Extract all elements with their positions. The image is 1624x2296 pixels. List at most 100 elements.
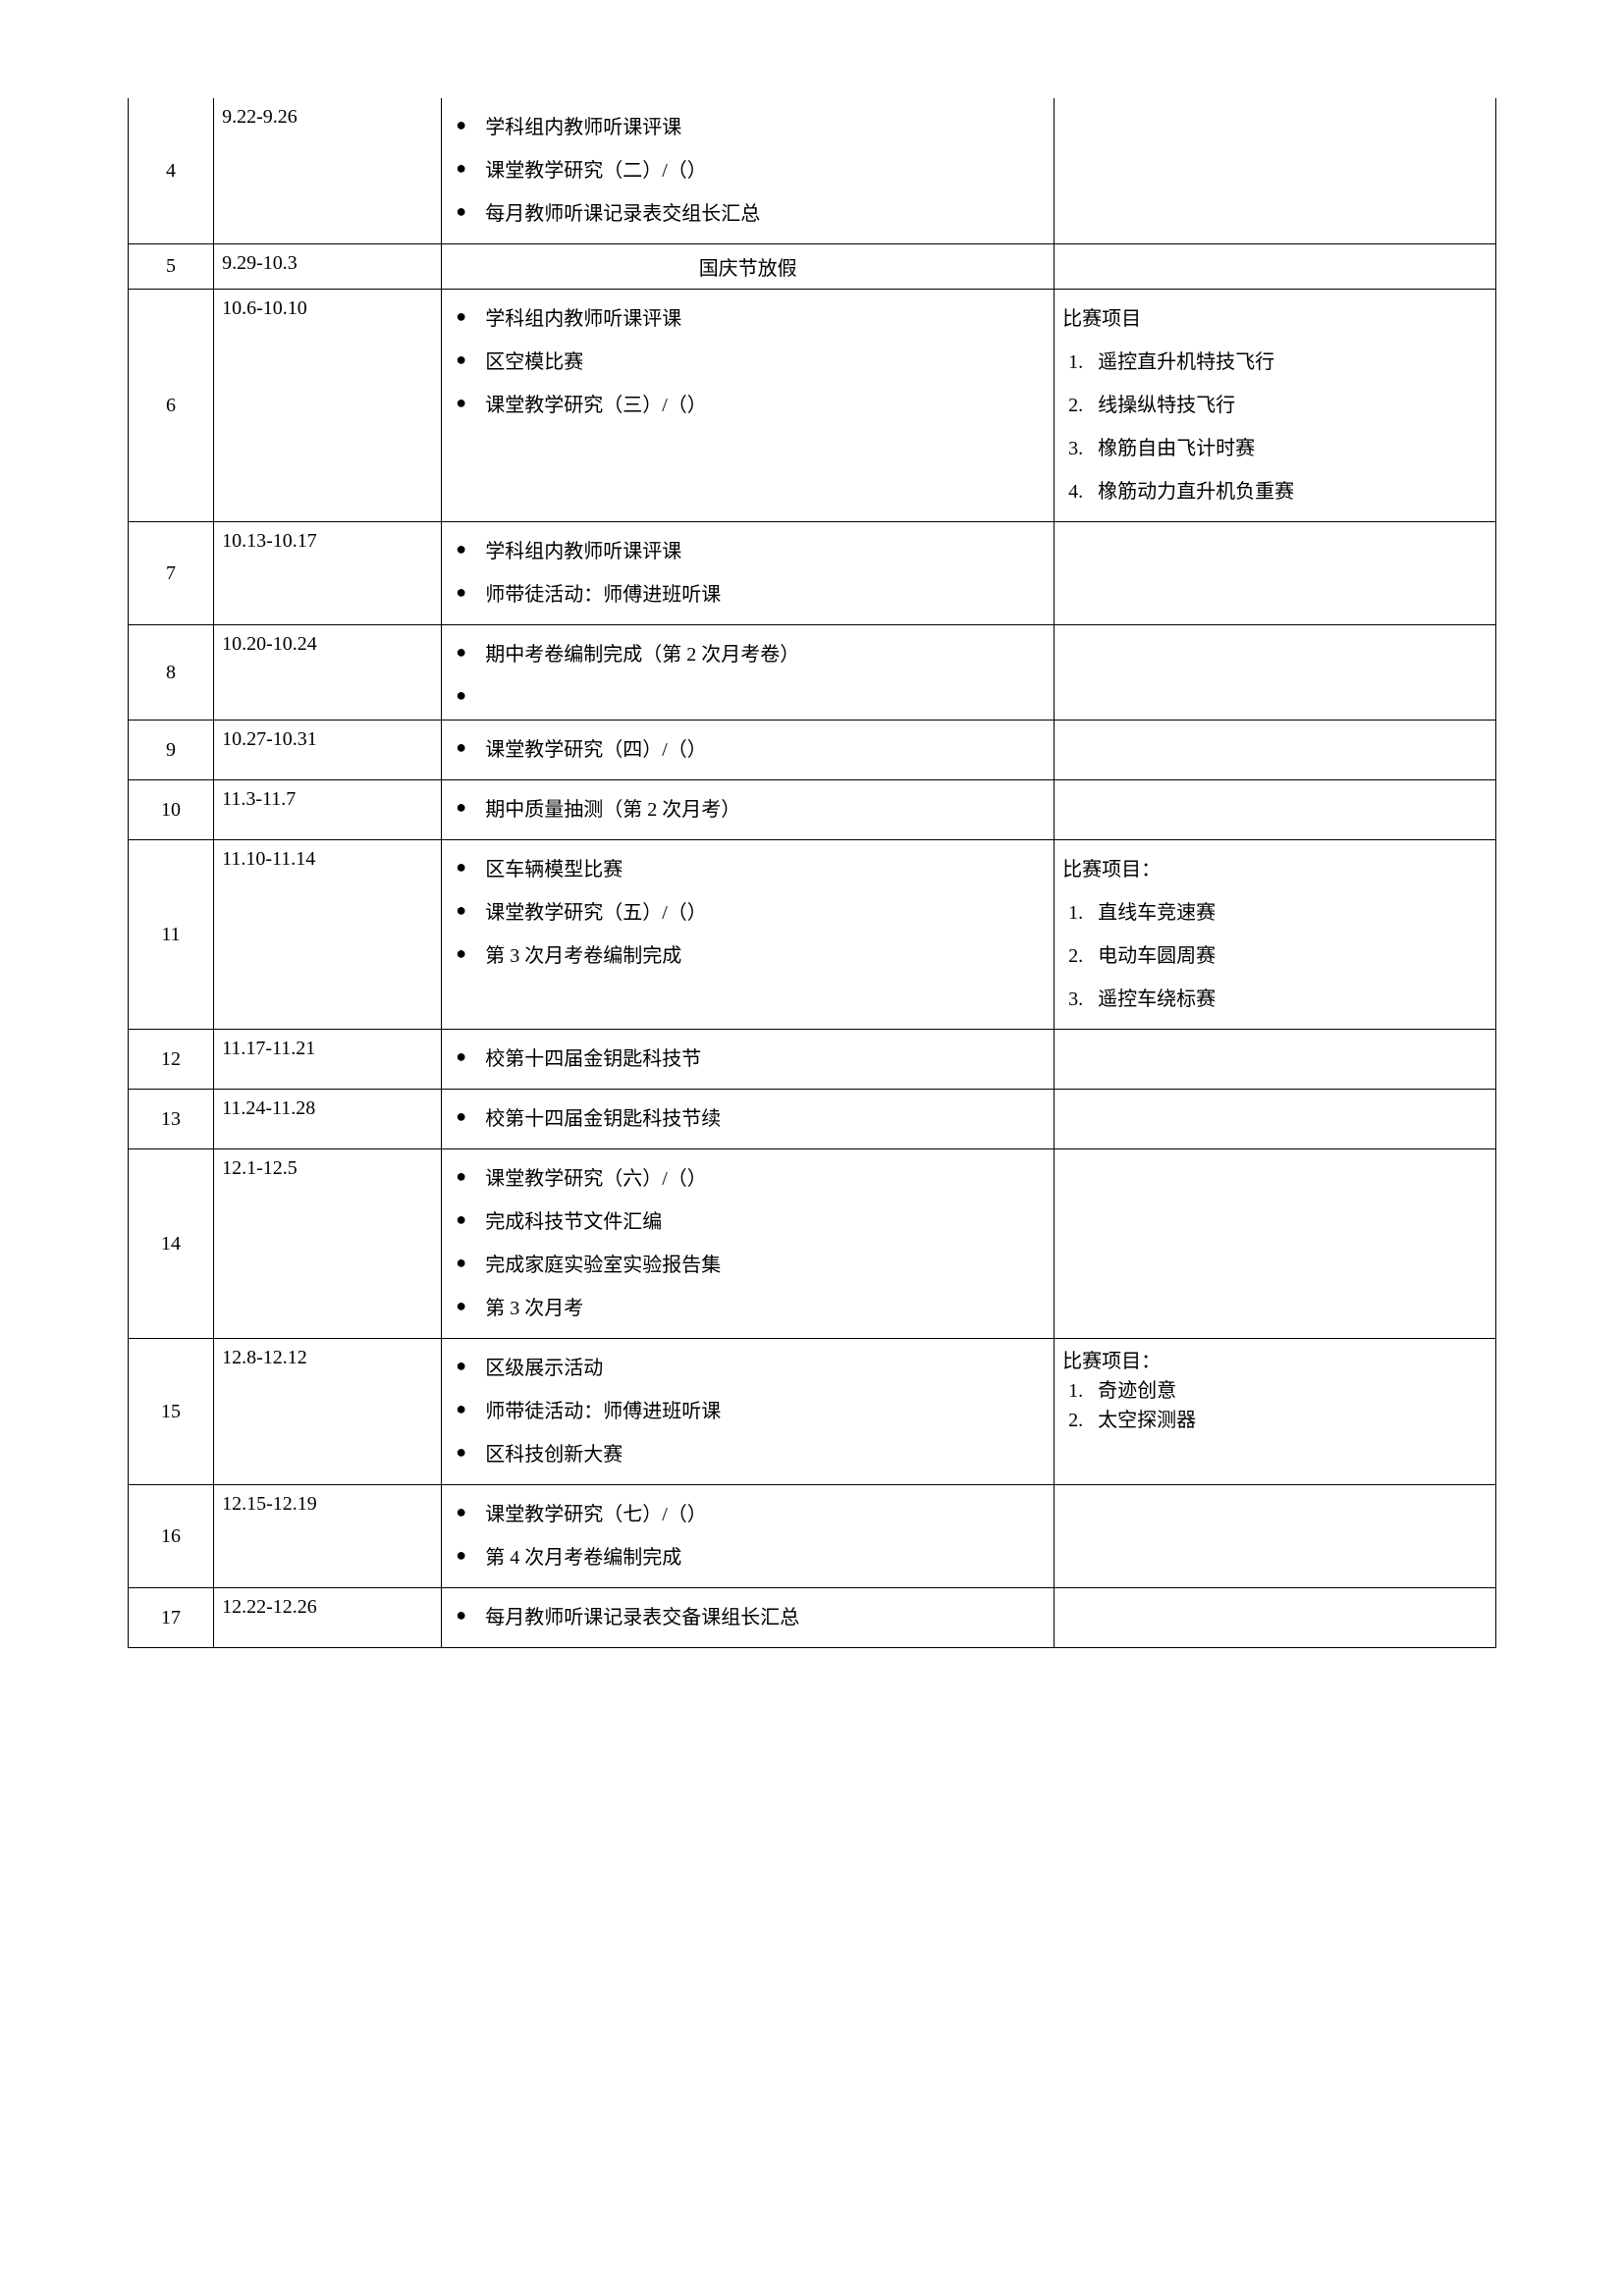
week-cell: 11 <box>129 840 214 1030</box>
activity-list: 期中质量抽测（第 2 次月考） <box>450 788 1046 831</box>
date-text: 12.8-12.12 <box>222 1347 307 1368</box>
activity-item: 学科组内教师听课评课 <box>454 106 1046 149</box>
activity-item: 完成科技节文件汇编 <box>454 1201 1046 1244</box>
notes-heading: 比赛项目： <box>1062 848 1488 891</box>
week-cell: 15 <box>129 1339 214 1485</box>
table-row: 4 9.22-9.26 学科组内教师听课评课课堂教学研究（二）/（）每月教师听课记录… <box>129 98 1496 244</box>
notes-cell <box>1055 1588 1496 1648</box>
activity-list: 学科组内教师听课评课师带徒活动：师傅进班听课 <box>450 530 1046 616</box>
date-cell: 10.20-10.24 <box>214 625 442 721</box>
activity-cell: 区车辆模型比赛课堂教学研究（五）/（）第 3 次月考卷编制完成 <box>442 840 1055 1030</box>
table-row: 1111.10-11.14区车辆模型比赛课堂教学研究（五）/（）第 3 次月考卷… <box>129 840 1496 1030</box>
activity-item: 每月教师听课记录表交组长汇总 <box>454 192 1046 236</box>
activity-cell: 学科组内教师听课评课课堂教学研究（二）/（）每月教师听课记录表交组长汇总 <box>442 98 1055 244</box>
activity-list: 每月教师听课记录表交备课组长汇总 <box>450 1596 1046 1639</box>
activity-item: 课堂教学研究（二）/（） <box>454 149 1046 192</box>
activity-cell: 国庆节放假 <box>442 244 1055 290</box>
activity-list: 课堂教学研究（七）/（）第 4 次月考卷编制完成 <box>450 1493 1046 1579</box>
notes-item: 电动车圆周赛 <box>1066 934 1488 978</box>
date-text: 9.29-10.3 <box>222 252 298 274</box>
week-cell: 17 <box>129 1588 214 1648</box>
activity-item: 课堂教学研究（六）/（） <box>454 1157 1046 1201</box>
activity-item: 课堂教学研究（七）/（） <box>454 1493 1046 1536</box>
table-row: 1211.17-11.21 校第十四届金钥匙科技节 <box>129 1030 1496 1090</box>
date-text: 11.3-11.7 <box>222 788 296 810</box>
activity-cell: 校第十四届金钥匙科技节 <box>442 1030 1055 1090</box>
notes-heading: 比赛项目： <box>1062 1347 1488 1376</box>
notes-cell <box>1055 721 1496 780</box>
activity-cell: 每月教师听课记录表交备课组长汇总 <box>442 1588 1055 1648</box>
activity-item: 区空模比赛 <box>454 341 1046 384</box>
notes-cell <box>1055 1485 1496 1588</box>
activity-item: 校第十四届金钥匙科技节续 <box>454 1097 1046 1141</box>
activity-list: 学科组内教师听课评课课堂教学研究（二）/（）每月教师听课记录表交组长汇总 <box>450 106 1046 236</box>
notes-heading: 比赛项目 <box>1062 297 1488 341</box>
activity-item: 学科组内教师听课评课 <box>454 297 1046 341</box>
table-row: 710.13-10.17学科组内教师听课评课师带徒活动：师傅进班听课 <box>129 522 1496 625</box>
activity-item: 校第十四届金钥匙科技节 <box>454 1038 1046 1081</box>
date-text: 12.15-12.19 <box>222 1493 317 1515</box>
notes-cell: 比赛项目：奇迹创意太空探测器 <box>1055 1339 1496 1485</box>
notes-cell <box>1055 522 1496 625</box>
notes-cell: 比赛项目遥控直升机特技飞行线操纵特技飞行橡筋自由飞计时赛橡筋动力直升机负重赛 <box>1055 290 1496 522</box>
date-text: 9.22-9.26 <box>222 106 298 128</box>
notes-item: 奇迹创意 <box>1066 1376 1488 1406</box>
activity-list: 校第十四届金钥匙科技节续 <box>450 1097 1046 1141</box>
notes-cell <box>1055 1030 1496 1090</box>
week-cell: 9 <box>129 721 214 780</box>
activity-list: 期中考卷编制完成（第 2 次月考卷） <box>450 633 1046 712</box>
date-cell: 11.10-11.14 <box>214 840 442 1030</box>
activity-list: 区车辆模型比赛课堂教学研究（五）/（）第 3 次月考卷编制完成 <box>450 848 1046 978</box>
date-text: 10.20-10.24 <box>222 633 317 655</box>
notes-cell <box>1055 244 1496 290</box>
week-cell: 14 <box>129 1149 214 1339</box>
notes-item: 橡筋动力直升机负重赛 <box>1066 470 1488 513</box>
date-text: 12.1-12.5 <box>222 1157 298 1179</box>
notes-cell <box>1055 1149 1496 1339</box>
notes-cell: 比赛项目：直线车竞速赛电动车圆周赛遥控车绕标赛 <box>1055 840 1496 1030</box>
date-cell: 12.8-12.12 <box>214 1339 442 1485</box>
date-cell: 12.1-12.5 <box>214 1149 442 1339</box>
week-cell: 13 <box>129 1090 214 1149</box>
activity-item: 期中考卷编制完成（第 2 次月考卷） <box>454 633 1046 676</box>
activity-item: 第 3 次月考 <box>454 1287 1046 1330</box>
table-row: 1512.8-12.12区级展示活动师带徒活动：师傅进班听课区科技创新大赛比赛项… <box>129 1339 1496 1485</box>
activity-list: 课堂教学研究（四）/（） <box>450 728 1046 772</box>
week-cell: 4 <box>129 98 214 244</box>
notes-list: 直线车竞速赛电动车圆周赛遥控车绕标赛 <box>1062 891 1488 1021</box>
date-cell: 9.22-9.26 <box>214 98 442 244</box>
date-text: 12.22-12.26 <box>222 1596 317 1618</box>
activity-list: 学科组内教师听课评课区空模比赛课堂教学研究（三）/（） <box>450 297 1046 427</box>
activity-cell: 期中考卷编制完成（第 2 次月考卷） <box>442 625 1055 721</box>
date-text: 11.24-11.28 <box>222 1097 315 1119</box>
notes-item: 遥控直升机特技飞行 <box>1066 341 1488 384</box>
activity-cell: 课堂教学研究（七）/（）第 4 次月考卷编制完成 <box>442 1485 1055 1588</box>
table-row: 17 12.22-12.26 每月教师听课记录表交备课组长汇总 <box>129 1588 1496 1648</box>
week-cell: 12 <box>129 1030 214 1090</box>
date-text: 10.27-10.31 <box>222 728 317 750</box>
activity-item: 完成家庭实验室实验报告集 <box>454 1244 1046 1287</box>
activity-cell: 校第十四届金钥匙科技节续 <box>442 1090 1055 1149</box>
table-row: 1612.15-12.19课堂教学研究（七）/（）第 4 次月考卷编制完成 <box>129 1485 1496 1588</box>
notes-list: 奇迹创意太空探测器 <box>1062 1376 1488 1435</box>
activity-cell: 期中质量抽测（第 2 次月考） <box>442 780 1055 840</box>
schedule-table: 49.22-9.26学科组内教师听课评课课堂教学研究（二）/（）每月教师听课记录… <box>128 98 1496 1648</box>
activity-item: 每月教师听课记录表交备课组长汇总 <box>454 1596 1046 1639</box>
date-text: 10.13-10.17 <box>222 530 317 552</box>
table-row: 13 11.24-11.28 校第十四届金钥匙科技节续 <box>129 1090 1496 1149</box>
date-cell: 11.17-11.21 <box>214 1030 442 1090</box>
table-row: 610.6-10.10学科组内教师听课评课区空模比赛课堂教学研究（三）/（）比赛… <box>129 290 1496 522</box>
table-row: 5 9.29-10.3 国庆节放假 <box>129 244 1496 290</box>
date-cell: 10.6-10.10 <box>214 290 442 522</box>
notes-cell <box>1055 780 1496 840</box>
activity-item: 课堂教学研究（五）/（） <box>454 891 1046 934</box>
week-cell: 6 <box>129 290 214 522</box>
activity-item: 第 3 次月考卷编制完成 <box>454 934 1046 978</box>
activity-cell: 学科组内教师听课评课师带徒活动：师傅进班听课 <box>442 522 1055 625</box>
activity-item: 课堂教学研究（三）/（） <box>454 384 1046 427</box>
date-text: 10.6-10.10 <box>222 297 307 319</box>
week-cell: 5 <box>129 244 214 290</box>
activity-item: 课堂教学研究（四）/（） <box>454 728 1046 772</box>
date-cell: 11.24-11.28 <box>214 1090 442 1149</box>
table-row: 1011.3-11.7期中质量抽测（第 2 次月考） <box>129 780 1496 840</box>
